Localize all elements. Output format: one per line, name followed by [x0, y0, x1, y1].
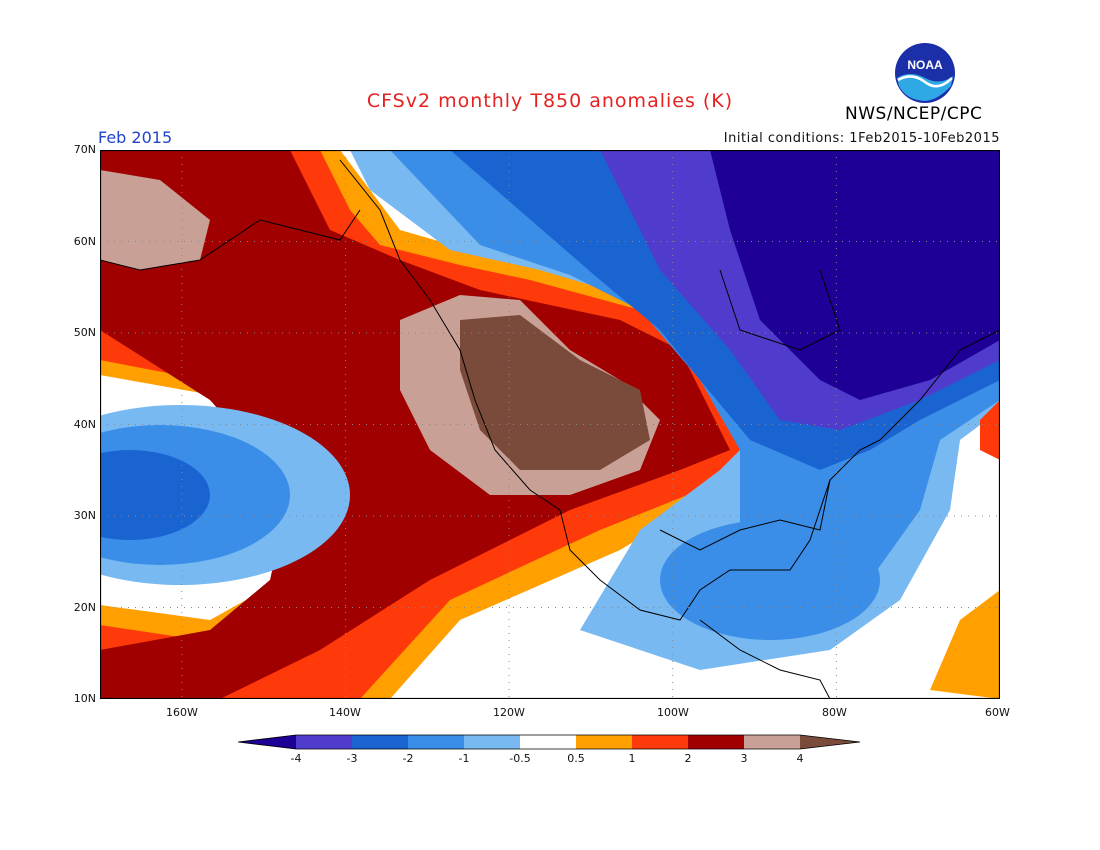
chart-title: CFSv2 monthly T850 anomalies (K): [366, 90, 734, 112]
colorbar-segment: [632, 735, 688, 749]
colorbar-label: 4: [796, 752, 804, 765]
lat-tick: 70N: [73, 143, 96, 156]
warm-core-brown: [460, 315, 650, 470]
coastline-gulf: [659, 479, 831, 551]
coastline-central-america: [699, 619, 831, 699]
lat-tick: 60N: [73, 235, 96, 248]
colorbar-label: -2: [402, 752, 414, 765]
lon-tick: 120W: [493, 706, 525, 719]
lat-tick: 20N: [73, 601, 96, 614]
lat-tick: 40N: [73, 418, 96, 431]
alaska-tan: [100, 170, 210, 270]
valid-month: Feb 2015: [98, 128, 173, 147]
colorbar-label: 1: [628, 752, 636, 765]
lon-tick: 100W: [657, 706, 689, 719]
lon-tick: 60W: [985, 706, 1010, 719]
lon-tick: 80W: [822, 706, 847, 719]
colorbar-label: -3: [346, 752, 358, 765]
atlantic-warm-nw: [980, 400, 1000, 460]
colorbar-label: -1: [458, 752, 470, 765]
lon-tick: 140W: [329, 706, 361, 719]
cold-core-navy: [710, 150, 1000, 400]
colorbar-label: -0.5: [509, 752, 531, 765]
colorbar-segment: [296, 735, 352, 749]
colorbar-segment: [520, 735, 576, 749]
colorbar-segment: [352, 735, 408, 749]
colorbar-label: 0.5: [567, 752, 585, 765]
pacific-cool-inner: [100, 450, 210, 540]
colorbar-segment: [238, 735, 296, 749]
colorbar-label: -4: [290, 752, 302, 765]
colorbar-segment: [800, 735, 860, 749]
initial-conditions: Initial conditions: 1Feb2015-10Feb2015: [723, 131, 1000, 146]
lon-tick: 160W: [166, 706, 198, 719]
lat-tick: 10N: [73, 692, 96, 705]
colorbar-segment: [464, 735, 520, 749]
coastline-hudson: [719, 269, 841, 351]
lat-tick: 50N: [73, 326, 96, 339]
graticule: [100, 150, 1000, 699]
colorbar-segment: [408, 735, 464, 749]
gulf-cool: [660, 520, 880, 640]
colorbar-label: 2: [684, 752, 692, 765]
atlantic-warm: [930, 590, 1000, 699]
organization-label: NWS/NCEP/CPC: [845, 104, 983, 124]
colorbar: [238, 734, 861, 750]
lat-tick: 30N: [73, 509, 96, 522]
coastline-alaska: [100, 209, 361, 271]
svg-text:NOAA: NOAA: [907, 58, 943, 72]
colorbar-label: 3: [740, 752, 748, 765]
colorbar-segment: [576, 735, 632, 749]
noaa-logo-icon: NOAA: [895, 43, 955, 103]
colorbar-segment: [688, 735, 744, 749]
colorbar-segment: [744, 735, 800, 749]
anomaly-map: [100, 150, 1000, 699]
